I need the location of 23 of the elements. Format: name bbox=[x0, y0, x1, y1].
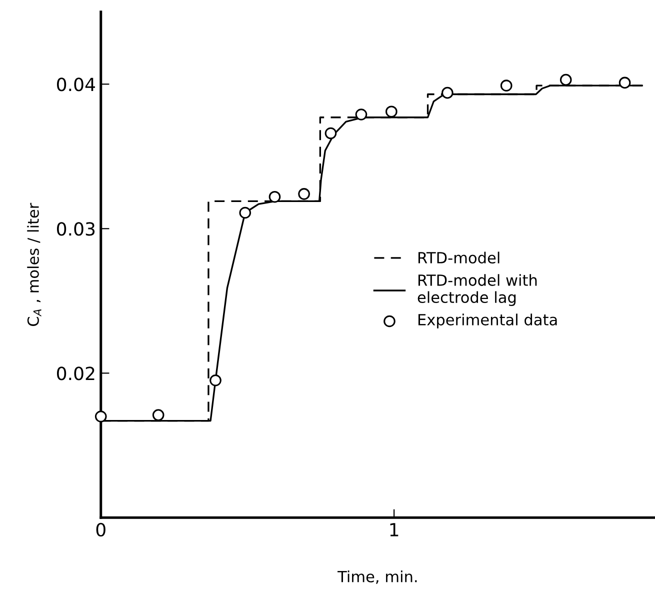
point bbox=[500, 80, 512, 92]
y-tick-label: 0.03 bbox=[57, 222, 95, 236]
y-tick-label: 0.04 bbox=[57, 78, 95, 92]
x-tick-label: 0 bbox=[96, 522, 106, 536]
point bbox=[442, 86, 454, 99]
point bbox=[298, 188, 310, 200]
point bbox=[94, 410, 107, 422]
legend-label: RTD-model bbox=[418, 252, 500, 264]
y-axis-title: C$_{A}$ , moles / liter bbox=[27, 202, 42, 326]
point bbox=[324, 127, 337, 140]
point bbox=[386, 106, 398, 118]
point bbox=[618, 76, 631, 89]
legend-label: Experimental data bbox=[418, 314, 557, 328]
point bbox=[210, 374, 222, 386]
point bbox=[152, 409, 164, 421]
point bbox=[239, 206, 252, 219]
legend-label: RTD-model with electrode lag bbox=[418, 274, 537, 306]
point bbox=[560, 74, 572, 86]
point bbox=[268, 190, 281, 203]
point bbox=[355, 108, 368, 120]
x-tick-label: 1 bbox=[390, 523, 398, 536]
y-tick-label: 0.02 bbox=[57, 366, 94, 380]
x-axis-title: Time, min. bbox=[338, 570, 417, 584]
